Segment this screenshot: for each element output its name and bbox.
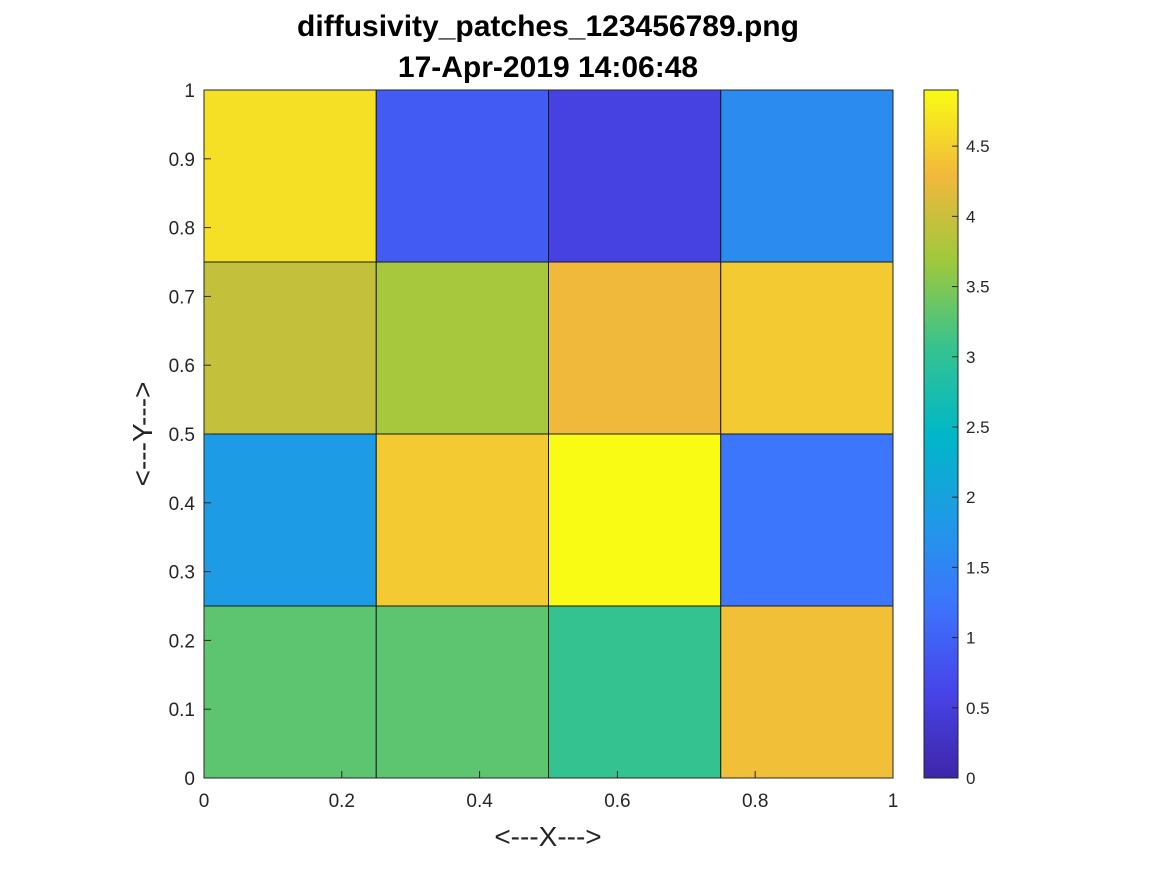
heatmap-cells [203,89,894,779]
y-axis-ticks: 0 0.1 0.2 0.3 0.4 0.5 0.6 0.7 0.8 0.9 1 [169,81,211,790]
x-tick-label: 0 [199,791,210,812]
colorbar [923,89,959,779]
x-tick-label: 0.6 [604,791,630,812]
x-tick-label: 0.8 [742,791,768,812]
heatmap-cell [203,89,377,263]
heatmap-cell [203,261,377,435]
colorbar-tick-label: 0 [966,769,975,788]
colorbar-tick-label: 2 [966,488,975,507]
x-tick-label: 1 [888,791,899,812]
heatmap-cell [720,433,894,607]
x-tick-label: 0.2 [329,791,355,812]
colorbar-tick-label: 0.5 [966,699,990,718]
y-tick-label: 0.7 [169,287,195,308]
heatmap-cell [720,605,894,779]
y-tick-label: 0.1 [169,700,195,721]
y-tick-label: 0.3 [169,563,195,584]
heatmap-cell [720,89,894,263]
y-tick-label: 0 [184,769,195,790]
y-axis-label: <---Y---> [127,382,158,487]
y-tick-label: 0.5 [169,425,195,446]
y-tick-label: 0.4 [169,494,196,515]
colorbar-tick-label: 1 [966,629,975,648]
heatmap-cell [375,433,549,607]
heatmap-cell [203,605,377,779]
y-tick-label: 0.8 [169,219,195,240]
x-tick-label: 0.4 [466,791,493,812]
colorbar-tick-label: 3 [966,348,975,367]
heatmap-cell [548,605,722,779]
heatmap-cell [375,261,549,435]
y-tick-label: 1 [184,81,195,102]
y-tick-label: 0.6 [169,356,195,377]
colorbar-ticks: 0 0.5 1 1.5 2 2.5 3 3.5 4 4.5 [952,137,990,788]
chart-subtitle: 17-Apr-2019 14:06:48 [398,51,698,84]
colorbar-gradient [923,89,959,779]
y-tick-label: 0.2 [169,631,195,652]
heatmap-cell [548,261,722,435]
heatmap-cell [203,433,377,607]
colorbar-tick-label: 4.5 [966,137,990,156]
heatmap-cell [548,433,722,607]
y-tick-label: 0.9 [169,150,195,171]
colorbar-tick-label: 4 [966,207,975,226]
colorbar-tick-label: 1.5 [966,558,990,577]
heatmap-cell [548,89,722,263]
heatmap-cell [375,605,549,779]
heatmap-cell [720,261,894,435]
x-axis-label: <---X---> [494,821,601,852]
heatmap-cell [375,89,549,263]
colorbar-tick-label: 2.5 [966,418,990,437]
x-axis-ticks: 0 0.2 0.4 0.6 0.8 1 [199,771,899,812]
chart-title: diffusivity_patches_123456789.png [297,10,799,43]
colorbar-tick-label: 3.5 [966,278,990,297]
